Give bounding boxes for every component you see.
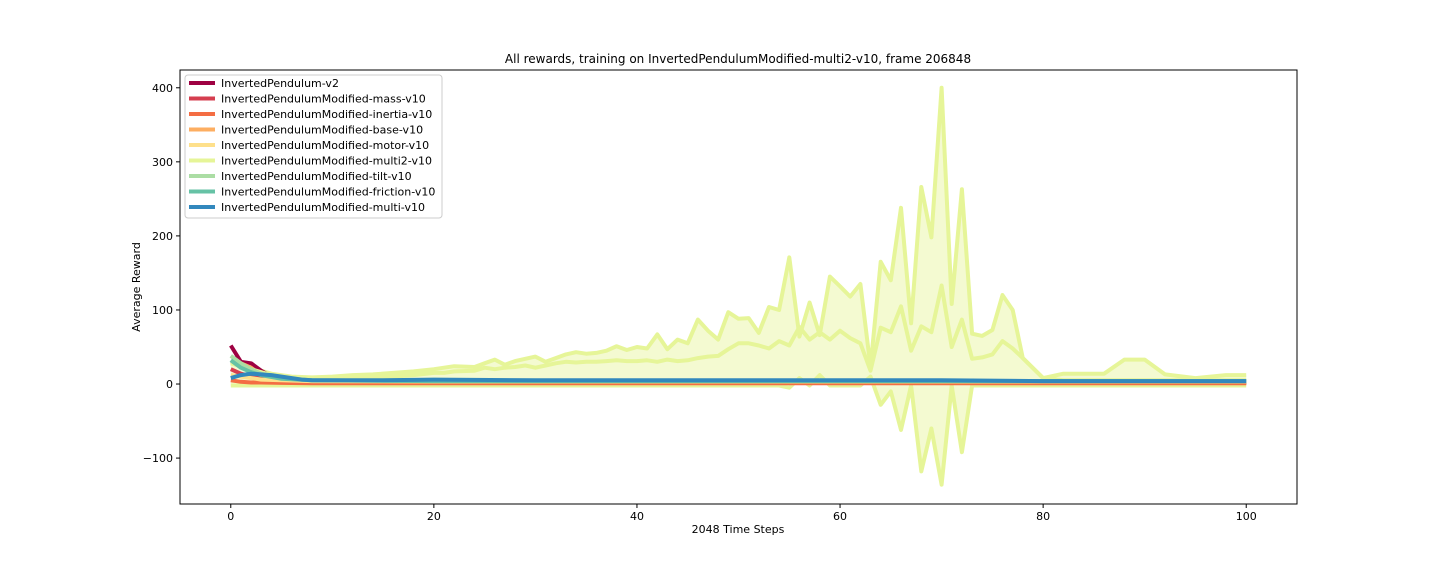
y-tick-label: 100 bbox=[152, 304, 173, 317]
invertedpendulummodified-multi2-v10-lower-line bbox=[230, 373, 1247, 487]
series-layer bbox=[229, 283, 1247, 386]
x-tick-label: 20 bbox=[427, 510, 441, 523]
plot-area bbox=[179, 69, 1298, 505]
invertedpendulummodified-mass-v10-legend-label: InvertedPendulumModified-mass-v10 bbox=[221, 93, 426, 106]
x-tick-label: 40 bbox=[630, 510, 644, 523]
invertedpendulummodified-inertia-v10-legend-label: InvertedPendulumModified-inertia-v10 bbox=[221, 108, 432, 121]
invertedpendulummodified-multi2-v10-legend-label: InvertedPendulumModified-multi2-v10 bbox=[221, 155, 432, 168]
chart-title: All rewards, training on InvertedPendulu… bbox=[505, 52, 971, 66]
invertedpendulummodified-tilt-v10-legend-label: InvertedPendulumModified-tilt-v10 bbox=[221, 170, 412, 183]
legend: InvertedPendulum-v2 InvertedPendulumModif… bbox=[184, 74, 443, 219]
legend-box bbox=[184, 74, 443, 219]
invertedpendulum-v2-legend-label: InvertedPendulum-v2 bbox=[221, 77, 339, 90]
plot-frame bbox=[179, 69, 1298, 505]
invertedpendulummodified-motor-v10-legend-label: InvertedPendulumModified-motor-v10 bbox=[221, 139, 429, 152]
y-axis-title: Average Reward bbox=[130, 242, 143, 332]
fill-layer bbox=[230, 85, 1247, 487]
x-tick-label: 0 bbox=[227, 510, 234, 523]
y-tick-label: 0 bbox=[166, 378, 173, 391]
x-axis-title: 2048 Time Steps bbox=[692, 523, 785, 536]
y-tick-label: −100 bbox=[143, 452, 173, 465]
invertedpendulummodified-multi2-v10-line bbox=[230, 283, 1247, 383]
x-tick-label: 80 bbox=[1036, 510, 1050, 523]
y-axis: −100 0 100 200 300 400 bbox=[143, 82, 180, 465]
x-tick-label: 100 bbox=[1236, 510, 1257, 523]
y-tick-label: 200 bbox=[152, 230, 173, 243]
invertedpendulummodified-multi-v10-line bbox=[230, 371, 1247, 384]
x-tick-label: 60 bbox=[833, 510, 847, 523]
y-tick-label: 400 bbox=[152, 82, 173, 95]
y-tick-label: 300 bbox=[152, 156, 173, 169]
invertedpendulummodified-multi-v10-legend-label: InvertedPendulumModified-multi-v10 bbox=[221, 201, 425, 214]
x-axis: 0 20 40 60 80 100 bbox=[227, 504, 1257, 523]
invertedpendulummodified-base-v10-legend-label: InvertedPendulumModified-base-v10 bbox=[221, 124, 423, 137]
invertedpendulummodified-friction-v10-legend-label: InvertedPendulumModified-friction-v10 bbox=[221, 186, 435, 199]
invertedpendulummodified-multi2-v10-upper-line bbox=[230, 85, 1247, 381]
legend-items: InvertedPendulum-v2 InvertedPendulumModif… bbox=[189, 77, 435, 214]
